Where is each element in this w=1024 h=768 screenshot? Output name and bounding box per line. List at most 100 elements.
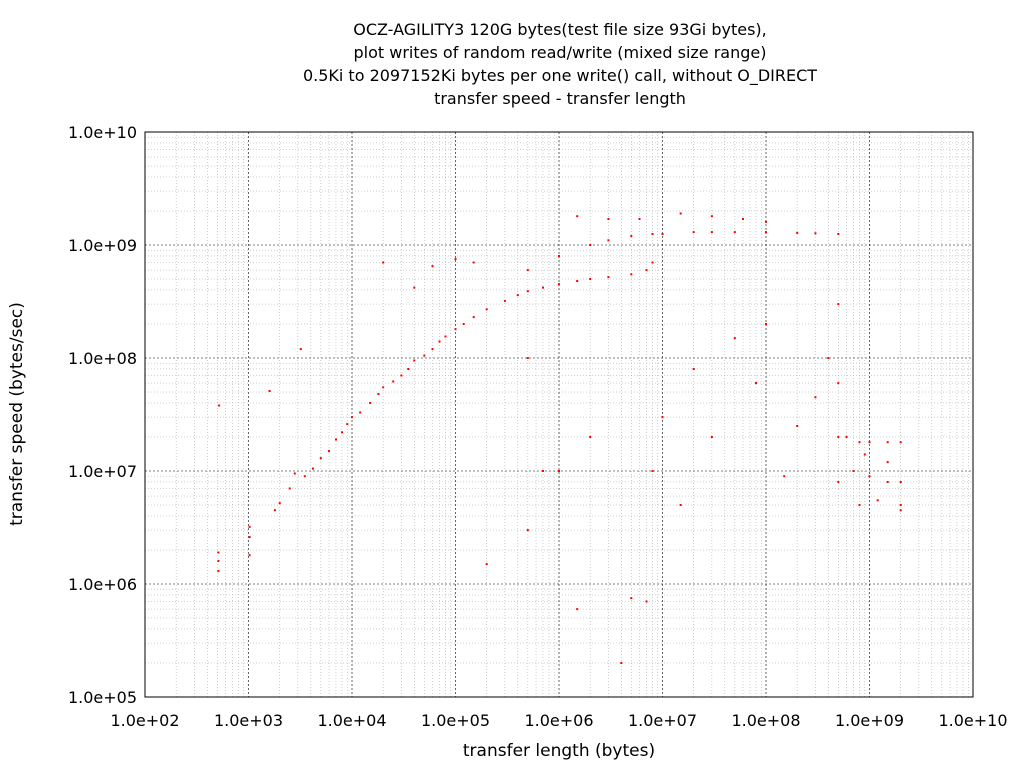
data-point bbox=[526, 269, 529, 272]
data-point bbox=[692, 231, 695, 234]
data-point bbox=[341, 431, 343, 434]
data-point bbox=[651, 261, 654, 264]
data-point bbox=[765, 220, 767, 223]
data-point bbox=[710, 231, 713, 234]
data-point bbox=[692, 368, 695, 370]
data-point bbox=[248, 536, 251, 539]
data-point bbox=[268, 390, 271, 392]
x-tick-label: 1.0e+04 bbox=[317, 711, 386, 730]
data-point bbox=[217, 551, 220, 554]
y-tick-label: 1.0e+07 bbox=[68, 462, 137, 481]
data-point bbox=[607, 276, 610, 279]
data-point bbox=[858, 504, 861, 506]
data-point bbox=[589, 278, 592, 280]
data-point bbox=[407, 368, 410, 370]
data-point bbox=[312, 467, 314, 470]
data-point bbox=[796, 425, 799, 427]
data-point bbox=[651, 233, 654, 235]
data-point bbox=[576, 608, 579, 611]
data-point bbox=[742, 218, 744, 220]
data-point bbox=[217, 559, 220, 562]
data-point bbox=[576, 280, 579, 282]
data-point bbox=[814, 232, 817, 235]
data-point bbox=[503, 299, 506, 302]
y-tick-label: 1.0e+10 bbox=[68, 123, 137, 142]
data-point bbox=[369, 402, 372, 404]
data-point bbox=[288, 487, 291, 490]
data-point bbox=[651, 470, 654, 472]
data-point bbox=[472, 316, 475, 319]
y-axis-label: transfer speed (bytes/sec) bbox=[7, 302, 27, 526]
data-point bbox=[765, 231, 767, 234]
x-tick-label: 1.0e+10 bbox=[938, 711, 1007, 730]
data-point bbox=[886, 481, 889, 483]
data-point bbox=[444, 335, 447, 338]
data-point bbox=[335, 438, 337, 441]
data-point bbox=[413, 286, 416, 289]
data-point bbox=[733, 337, 736, 340]
y-tick-label: 1.0e+06 bbox=[68, 575, 137, 594]
data-point bbox=[278, 502, 281, 505]
data-point bbox=[558, 283, 560, 286]
data-point bbox=[837, 233, 840, 235]
data-point bbox=[868, 441, 871, 444]
data-point bbox=[377, 393, 380, 395]
data-point bbox=[661, 416, 664, 419]
data-point bbox=[710, 215, 713, 218]
data-point bbox=[328, 450, 330, 453]
data-point bbox=[431, 265, 434, 268]
data-point bbox=[431, 348, 434, 351]
data-point bbox=[526, 357, 529, 359]
data-point bbox=[837, 382, 840, 385]
data-point bbox=[630, 273, 633, 276]
data-point bbox=[845, 436, 848, 438]
data-point bbox=[589, 436, 592, 438]
data-point bbox=[837, 303, 840, 306]
chart-title-line-1: OCZ-AGILITY3 120G bytes(test file size 9… bbox=[353, 20, 767, 39]
data-point bbox=[526, 529, 529, 532]
data-point bbox=[558, 470, 560, 472]
data-point bbox=[710, 436, 713, 438]
data-point bbox=[837, 481, 840, 483]
data-point bbox=[346, 423, 349, 426]
data-point bbox=[630, 235, 633, 238]
data-point bbox=[886, 461, 889, 464]
data-point bbox=[472, 261, 475, 264]
data-point bbox=[765, 323, 767, 325]
data-point bbox=[542, 286, 544, 289]
data-point bbox=[516, 294, 519, 297]
data-point bbox=[382, 261, 385, 264]
data-point bbox=[359, 411, 362, 414]
y-tick-label: 1.0e+08 bbox=[68, 349, 137, 368]
data-point bbox=[899, 481, 902, 483]
data-point bbox=[248, 525, 251, 528]
data-point bbox=[413, 359, 416, 362]
x-tick-label: 1.0e+08 bbox=[731, 711, 800, 730]
data-point bbox=[319, 457, 322, 460]
data-point bbox=[852, 470, 855, 472]
data-point bbox=[423, 354, 426, 357]
data-point bbox=[218, 404, 221, 407]
chart-title-line-4: transfer speed - transfer length bbox=[434, 89, 686, 108]
data-point bbox=[454, 328, 457, 331]
data-point bbox=[858, 441, 861, 444]
x-tick-label: 1.0e+06 bbox=[524, 711, 593, 730]
y-tick-label: 1.0e+09 bbox=[68, 236, 137, 255]
data-point bbox=[620, 662, 623, 664]
data-point bbox=[248, 554, 251, 557]
data-point bbox=[589, 244, 592, 246]
x-axis-label: transfer length (bytes) bbox=[463, 741, 655, 761]
data-point bbox=[485, 563, 488, 566]
x-tick-label: 1.0e+07 bbox=[628, 711, 697, 730]
x-tick-label: 1.0e+05 bbox=[421, 711, 490, 730]
data-point bbox=[400, 374, 403, 377]
data-point bbox=[868, 475, 871, 478]
x-tick-label: 1.0e+09 bbox=[835, 711, 904, 730]
data-point bbox=[526, 290, 529, 293]
data-point bbox=[392, 380, 395, 383]
data-point bbox=[876, 499, 879, 502]
data-point bbox=[679, 504, 682, 506]
data-point bbox=[299, 348, 302, 351]
y-tick-labels: 1.0e+05 1.0e+06 1.0e+07 1.0e+08 1.0e+09 1.0e+… bbox=[68, 123, 137, 707]
